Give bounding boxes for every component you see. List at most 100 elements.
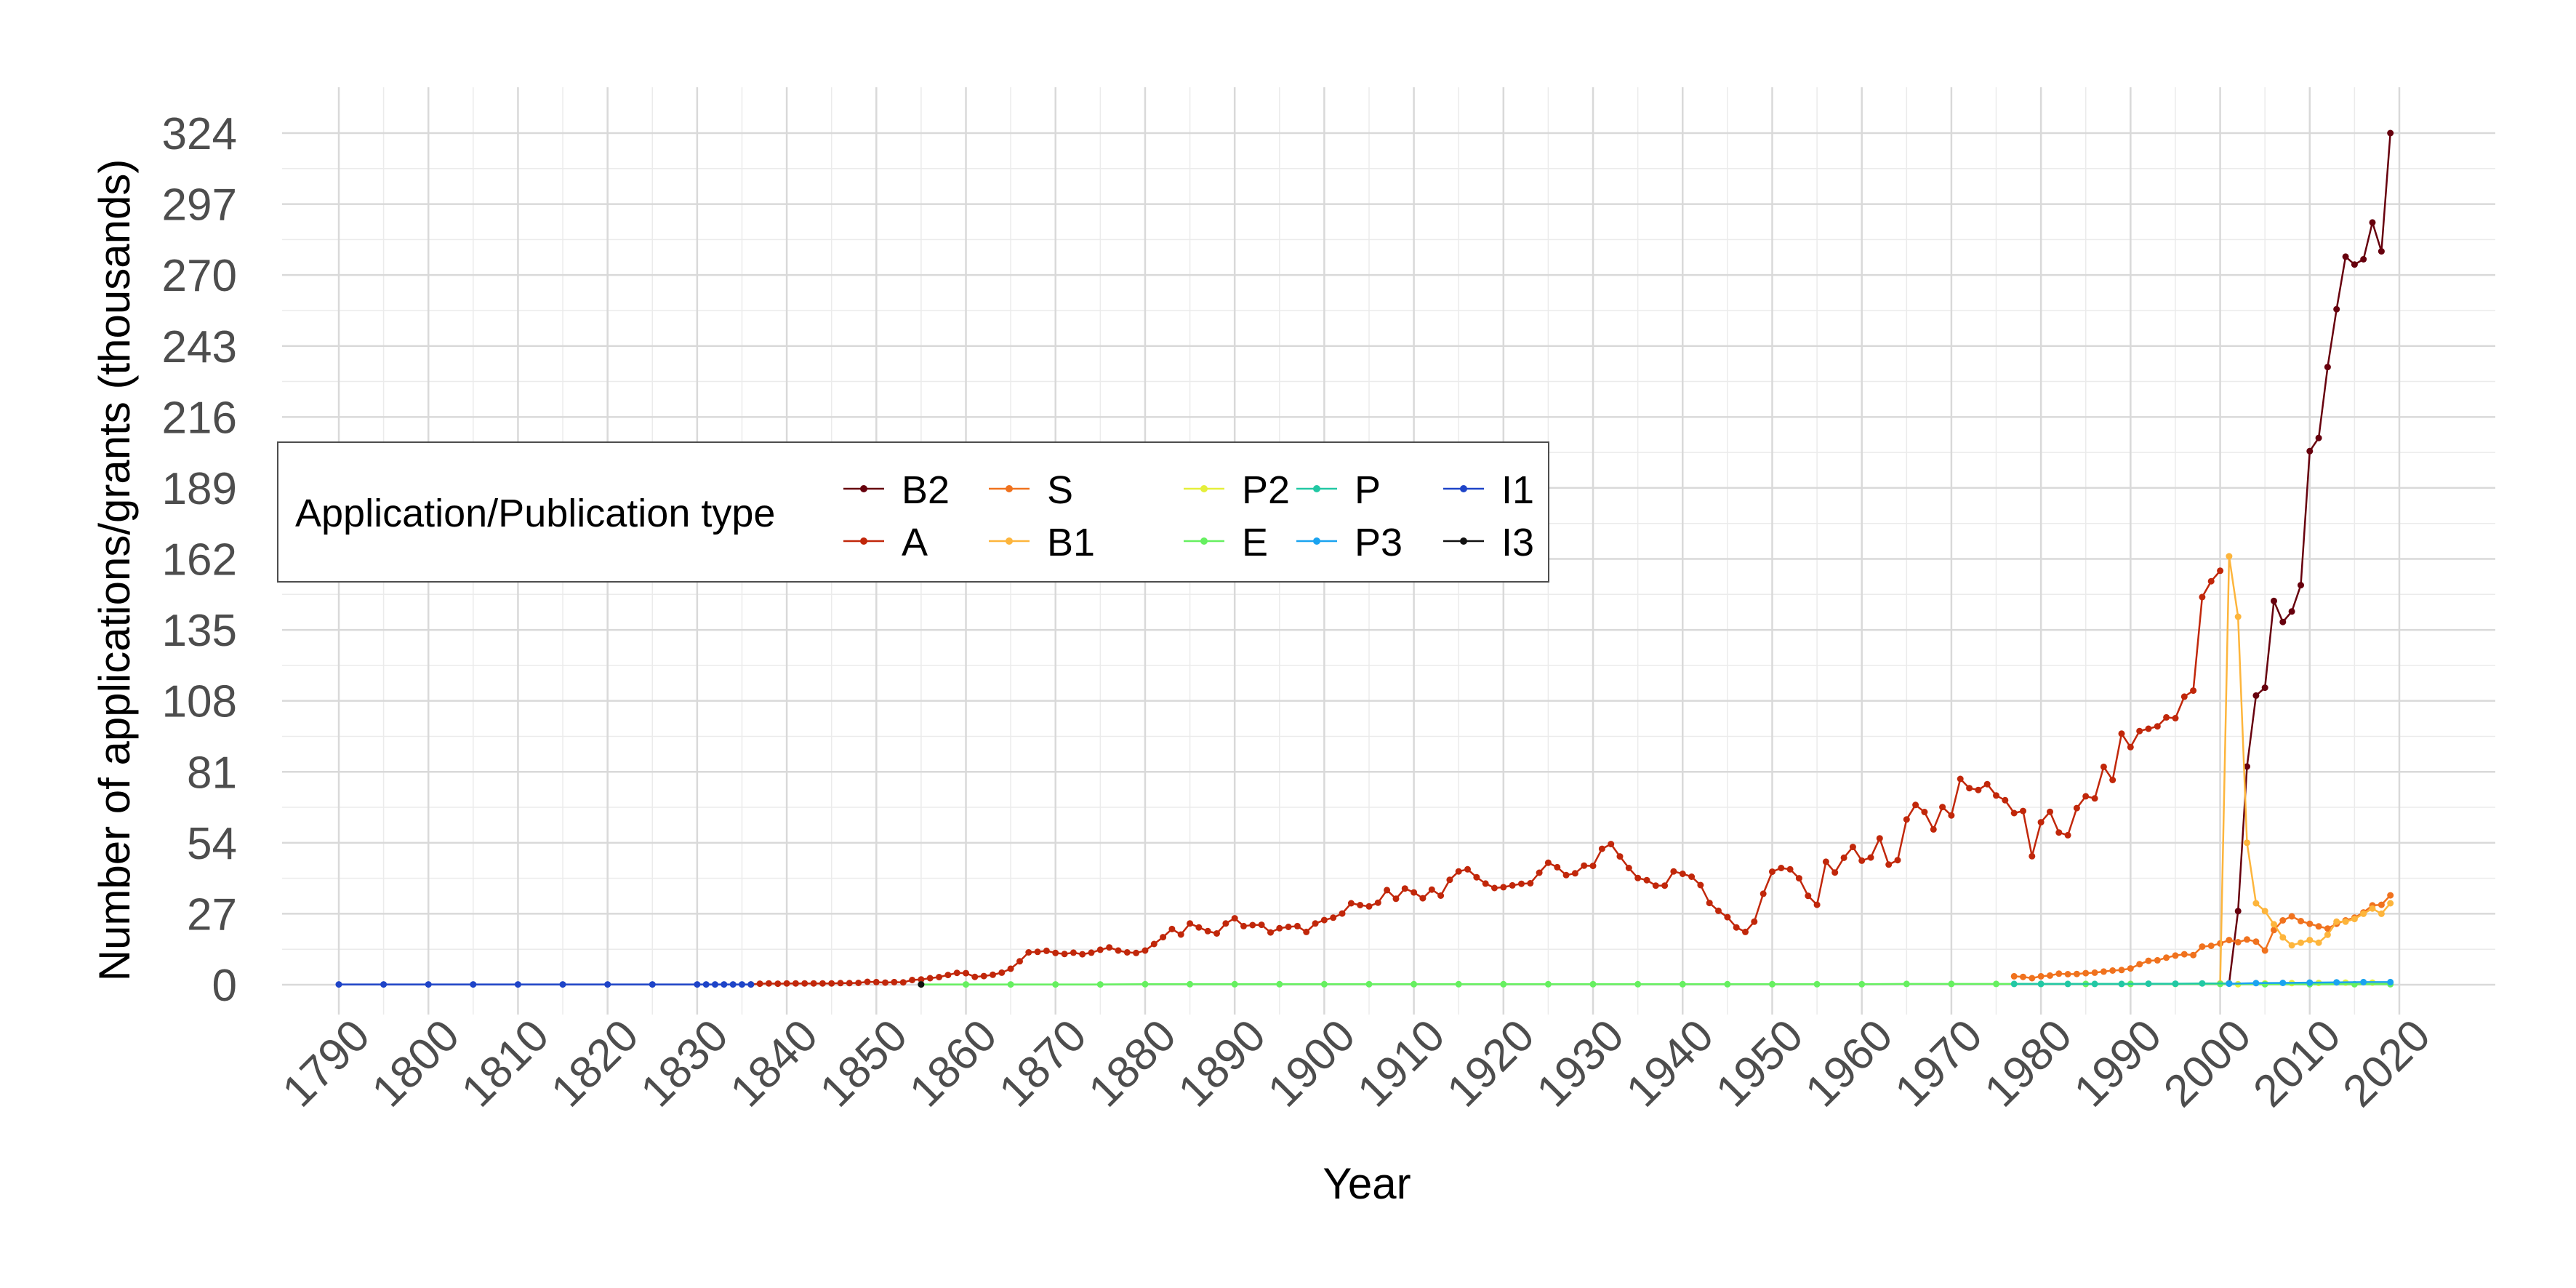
data-point-b1 <box>2298 940 2304 946</box>
data-point-i1 <box>712 981 718 988</box>
data-point-a <box>1016 958 1023 964</box>
data-point-a <box>1339 911 1346 917</box>
data-point-s <box>2154 957 2161 964</box>
data-point-s <box>2163 954 2170 961</box>
data-point-s <box>2172 952 2179 959</box>
data-point-a <box>2181 693 2188 700</box>
legend-label-p: P <box>1355 468 1381 512</box>
data-point-s <box>2306 921 2313 927</box>
data-point-b1 <box>2351 916 2358 922</box>
data-point-a <box>1456 868 1462 875</box>
data-point-a <box>1572 870 1578 876</box>
legend-label-a: A <box>902 521 928 564</box>
data-point-b2 <box>2360 256 2367 263</box>
y-tick-label: 216 <box>162 393 237 443</box>
y-tick-label: 162 <box>162 535 237 585</box>
x-axis-title: Year <box>1323 1159 1411 1208</box>
data-point-a <box>1921 809 1927 815</box>
data-point-a <box>2109 777 2116 783</box>
data-point-a <box>1653 882 1659 889</box>
data-point-a <box>1142 948 1149 954</box>
data-point-s <box>2136 961 2143 967</box>
data-point-a <box>1366 903 1373 910</box>
data-point-b2 <box>2387 130 2394 137</box>
data-point-a <box>963 970 969 977</box>
data-point-b1 <box>2370 905 2376 912</box>
data-point-e <box>1769 981 1775 988</box>
data-point-a <box>1411 889 1417 896</box>
data-point-s <box>2298 918 2304 924</box>
data-point-a <box>1419 895 1426 902</box>
data-point-a <box>1008 966 1014 972</box>
data-point-e <box>963 981 969 988</box>
data-point-a <box>900 979 907 985</box>
data-point-s <box>2092 969 2098 976</box>
data-point-a <box>1948 812 1954 819</box>
data-point-s <box>2055 970 2062 977</box>
data-point-s <box>2262 948 2268 954</box>
data-point-a <box>2172 715 2179 721</box>
data-point-i3 <box>918 981 924 988</box>
data-point-a <box>1680 871 1686 877</box>
data-point-a <box>1733 924 1740 931</box>
data-point-a <box>793 980 799 987</box>
data-point-s <box>2244 936 2250 943</box>
data-point-a <box>1321 917 1328 924</box>
data-point-a <box>1518 881 1525 887</box>
data-point-a <box>1841 855 1847 861</box>
data-point-e <box>1276 981 1283 988</box>
data-point-a <box>1823 858 1829 865</box>
legend-key-dot-p <box>1313 485 1320 492</box>
data-point-a <box>1088 949 1095 956</box>
data-point-b2 <box>2279 619 2286 625</box>
data-point-a <box>1303 929 1309 935</box>
data-point-a <box>873 979 880 985</box>
data-point-p3 <box>2226 980 2232 987</box>
data-point-b1 <box>2316 940 2322 946</box>
data-point-a <box>1222 920 1229 927</box>
data-point-a <box>1634 875 1641 881</box>
data-point-p <box>2172 980 2179 987</box>
data-point-a <box>855 980 862 986</box>
legend-key-dot-s <box>1006 485 1013 492</box>
data-point-s <box>2181 951 2188 958</box>
data-point-i1 <box>730 981 737 988</box>
data-point-a <box>811 980 817 987</box>
data-point-a <box>1545 860 1552 866</box>
legend-label-i1: I1 <box>1501 468 1534 512</box>
data-point-p <box>2119 980 2125 987</box>
data-point-b2 <box>2333 306 2340 313</box>
data-point-e <box>1142 981 1149 988</box>
data-point-a <box>2002 797 2008 804</box>
data-point-s <box>2100 968 2107 975</box>
data-point-a <box>1957 776 1964 783</box>
data-point-a <box>2163 714 2170 721</box>
data-point-s <box>2011 973 2018 980</box>
legend-label-i3: I3 <box>1501 521 1534 564</box>
data-point-a <box>1500 884 1506 890</box>
data-point-a <box>2011 810 2018 817</box>
data-point-b2 <box>2370 219 2376 225</box>
data-point-a <box>2190 687 2196 694</box>
data-point-a <box>1706 900 1713 906</box>
legend-key-dot-i3 <box>1460 537 1467 545</box>
data-point-b2 <box>2343 253 2349 260</box>
data-point-a <box>2136 728 2143 735</box>
data-point-a <box>1464 866 1471 873</box>
data-point-a <box>1437 892 1444 899</box>
data-point-a <box>1984 781 1991 788</box>
data-point-a <box>1527 880 1533 887</box>
data-point-b1 <box>2306 937 2313 943</box>
data-point-a <box>1796 875 1802 881</box>
data-point-a <box>819 980 826 987</box>
data-point-s <box>2226 937 2232 943</box>
data-point-i1 <box>747 981 754 988</box>
data-point-a <box>2146 726 2152 732</box>
data-point-a <box>2100 764 2107 770</box>
legend-label-p2: P2 <box>1242 468 1290 512</box>
series-i3 <box>918 981 924 988</box>
data-point-a <box>1769 868 1775 875</box>
data-point-a <box>1868 855 1874 861</box>
data-point-a <box>1393 895 1400 902</box>
